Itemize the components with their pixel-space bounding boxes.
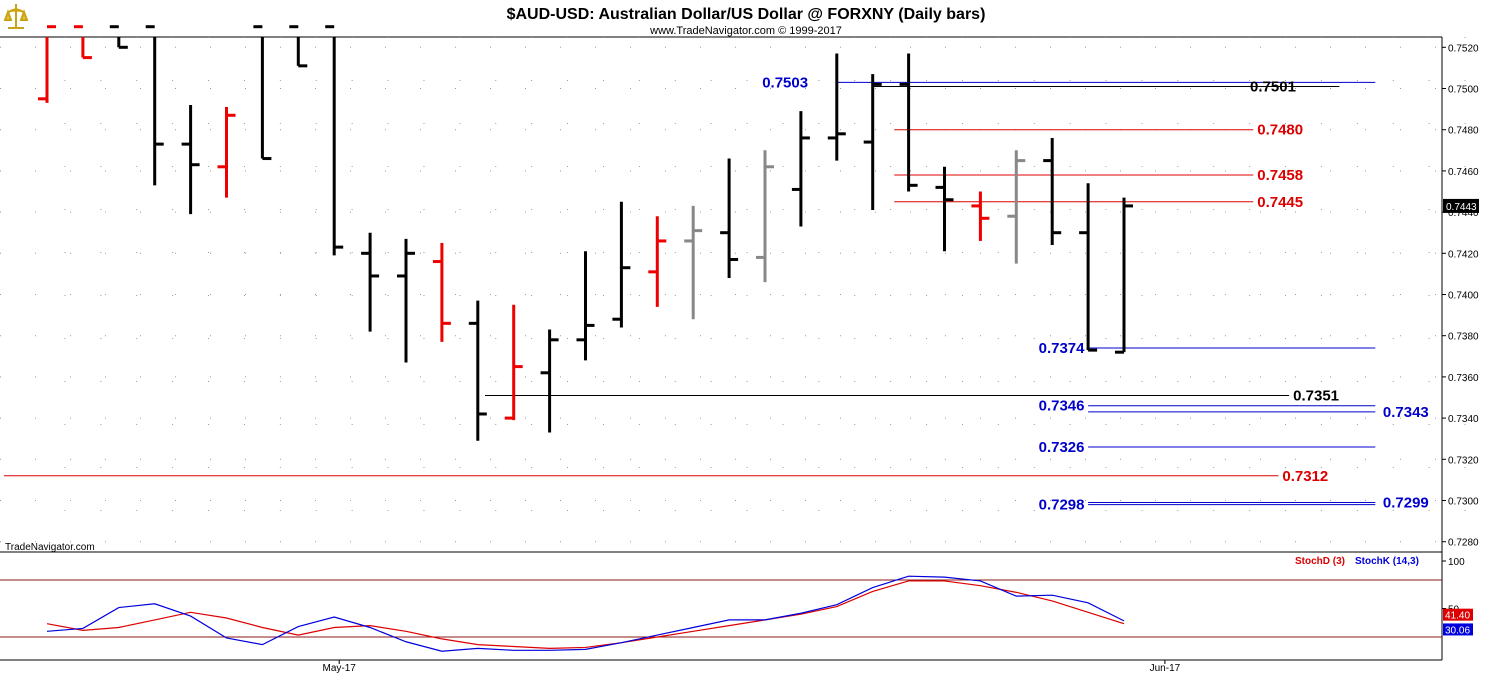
- price-tick-label: 0.7440: [1448, 208, 1479, 219]
- ohlc-bar: [756, 150, 774, 283]
- price-tick-label: 0.7300: [1448, 497, 1479, 508]
- level-label: 0.7374: [1039, 340, 1086, 357]
- ohlc-bars: [38, 25, 1133, 441]
- ohlc-bar: [361, 232, 380, 332]
- price-tick-label: 0.7460: [1448, 167, 1479, 178]
- grid-dots: [0, 37, 1466, 552]
- price-tick-label: 0.7280: [1448, 538, 1479, 549]
- date-label: Jun-17: [1150, 663, 1181, 674]
- level-label: 0.7299: [1383, 495, 1429, 512]
- ohlc-bar: [1043, 137, 1062, 246]
- ohlc-bar: [540, 329, 559, 433]
- ohlc-bar: [971, 191, 990, 241]
- price-tick-label: 0.7480: [1448, 126, 1479, 137]
- ohlc-bar: [38, 25, 56, 103]
- ohlc-bar: [1007, 150, 1026, 264]
- level-label: 0.7445: [1257, 194, 1303, 211]
- ohlc-bar: [217, 107, 236, 198]
- watermark: TradeNavigator.com: [5, 542, 95, 553]
- ohlc-bar: [791, 111, 810, 227]
- chart-background: [0, 36, 1443, 661]
- level-label: 0.7480: [1257, 122, 1303, 139]
- price-tick-label: 0.7380: [1448, 332, 1479, 343]
- stochD-value: 41.40: [1445, 611, 1470, 622]
- ohlc-bar: [935, 166, 954, 252]
- ohlc-bar: [73, 25, 92, 60]
- level-lines: 0.7503 0.7501 0.7480 0.7458 0.7445 0.7374 0.73…: [3, 74, 1429, 514]
- ohlc-bar: [397, 238, 415, 363]
- stochD-flag: [1443, 608, 1473, 621]
- stochK-line: [46, 575, 1125, 652]
- level-label: 0.7458: [1257, 167, 1303, 184]
- ohlc-bar: [468, 300, 487, 441]
- stochK-value: 30.06: [1445, 625, 1470, 636]
- ohlc-bar: [145, 25, 164, 186]
- ohlc-bar: [720, 158, 739, 279]
- level-label: 0.7346: [1039, 398, 1085, 415]
- price-tick-label: 0.7520: [1448, 43, 1479, 54]
- price-tick-label: 0.7420: [1448, 249, 1479, 260]
- stochK-flag: [1443, 623, 1473, 636]
- date-label: May-17: [323, 663, 357, 674]
- stoch-tick-label: 100: [1448, 557, 1465, 568]
- ohlc-bar: [1115, 197, 1133, 354]
- level-label: 0.7351: [1293, 387, 1339, 404]
- stochK-legend: StochK (14,3): [1355, 556, 1419, 567]
- level-label: 0.7343: [1383, 404, 1429, 421]
- level-label: 0.7501: [1250, 78, 1296, 95]
- chart-title: $AUD-USD: Australian Dollar/US Dollar @ …: [507, 6, 986, 23]
- ohlc-bar: [612, 201, 631, 328]
- last-price-flag: [1443, 198, 1479, 213]
- ohlc-bar: [504, 304, 523, 421]
- ohlc-bar: [432, 243, 451, 342]
- logo-icon: [2, 2, 30, 32]
- ohlc-bar: [576, 251, 595, 361]
- ohlc-bar: [325, 25, 344, 256]
- level-label: 0.7326: [1039, 439, 1085, 456]
- ohlc-bar: [648, 216, 667, 307]
- stochD-legend: StochD (3): [1295, 556, 1345, 567]
- ohlc-bar: [684, 205, 703, 320]
- level-label: 0.7503: [762, 74, 808, 91]
- ohlc-bar: [1079, 183, 1098, 352]
- ohlc-bar: [899, 53, 918, 192]
- price-tick-label: 0.7400: [1448, 291, 1479, 302]
- stochD-line: [46, 580, 1125, 650]
- price-tick-label: 0.7360: [1448, 373, 1479, 384]
- ohlc-bar: [181, 104, 200, 215]
- price-tick-label: 0.7320: [1448, 455, 1479, 466]
- last-price-label: 0.7443: [1446, 202, 1477, 213]
- price-tick-label: 0.7500: [1448, 85, 1479, 96]
- price-axis: 0.7280 0.7300 0.7320 0.7340 0.7360 0.7380 0.74…: [323, 43, 1480, 674]
- level-label: 0.7298: [1039, 497, 1085, 514]
- chart-subtitle: www.TradeNavigator.com © 1999-2017: [649, 25, 842, 37]
- ohlc-bar: [863, 74, 882, 211]
- ohlc-bar: [109, 25, 128, 49]
- ohlc-bar: [253, 25, 272, 161]
- ohlc-bar: [827, 53, 846, 161]
- price-tick-label: 0.7340: [1448, 414, 1479, 425]
- ohlc-bar: [289, 25, 308, 68]
- level-label: 0.7312: [1282, 468, 1328, 485]
